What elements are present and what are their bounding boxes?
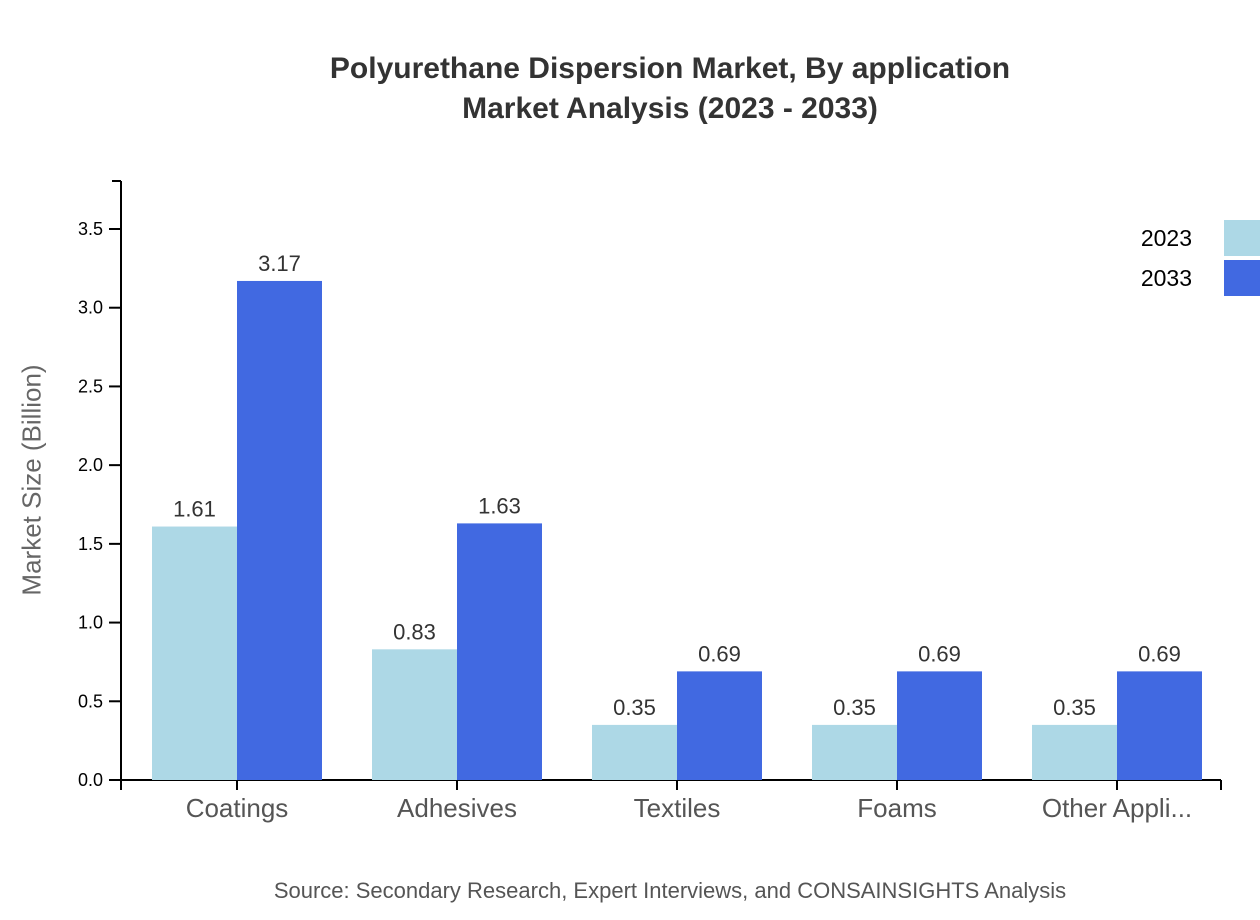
bar-2023 — [1032, 724, 1117, 780]
y-tick-label: 2.5 — [78, 376, 103, 396]
y-tick-label: 1.0 — [78, 613, 103, 633]
y-tick-label: 1.5 — [78, 534, 103, 554]
bar-2033 — [1117, 671, 1202, 780]
bar-value-label: 0.83 — [393, 619, 436, 644]
source-note: Source: Secondary Research, Expert Inter… — [273, 878, 1067, 903]
bar-value-label: 0.69 — [698, 641, 741, 666]
legend-label: 2023 — [1141, 225, 1192, 251]
x-tick-label: Adhesives — [397, 793, 517, 823]
legend-label: 2033 — [1141, 265, 1192, 291]
y-tick-label: 3.5 — [78, 219, 103, 239]
x-tick-label: Foams — [857, 793, 936, 823]
bar-2023 — [592, 724, 677, 780]
bar-2023 — [152, 526, 237, 780]
y-tick-label: 3.0 — [78, 298, 103, 318]
bar-value-label: 3.17 — [258, 251, 301, 276]
chart-title-line1: Polyurethane Dispersion Market, By appli… — [329, 52, 1011, 85]
bar-value-label: 0.35 — [1053, 695, 1096, 720]
y-tick-label: 0.5 — [78, 691, 103, 711]
bar-2033 — [457, 523, 542, 780]
bar-2033 — [237, 280, 322, 780]
x-tick-label: Coatings — [186, 793, 289, 823]
y-tick-label: 0.0 — [78, 770, 103, 790]
bar-value-label: 1.61 — [173, 497, 216, 522]
bar-2023 — [372, 649, 457, 780]
bar-value-label: 0.35 — [833, 695, 876, 720]
y-tick-label: 2.0 — [78, 455, 103, 475]
chart-title-line2: Market Analysis (2023 - 2033) — [462, 92, 878, 125]
bar-value-label: 0.69 — [1138, 641, 1181, 666]
bar-2023 — [812, 724, 897, 780]
legend-swatch — [1224, 220, 1260, 256]
bar-2033 — [897, 671, 982, 780]
bar-value-label: 0.69 — [918, 641, 961, 666]
x-tick-label: Other Appli... — [1042, 793, 1192, 823]
legend-swatch — [1224, 260, 1260, 296]
x-tick-label: Textiles — [634, 793, 721, 823]
bar-value-label: 1.63 — [478, 493, 521, 518]
bar-value-label: 0.35 — [613, 695, 656, 720]
bar-2033 — [677, 671, 762, 780]
